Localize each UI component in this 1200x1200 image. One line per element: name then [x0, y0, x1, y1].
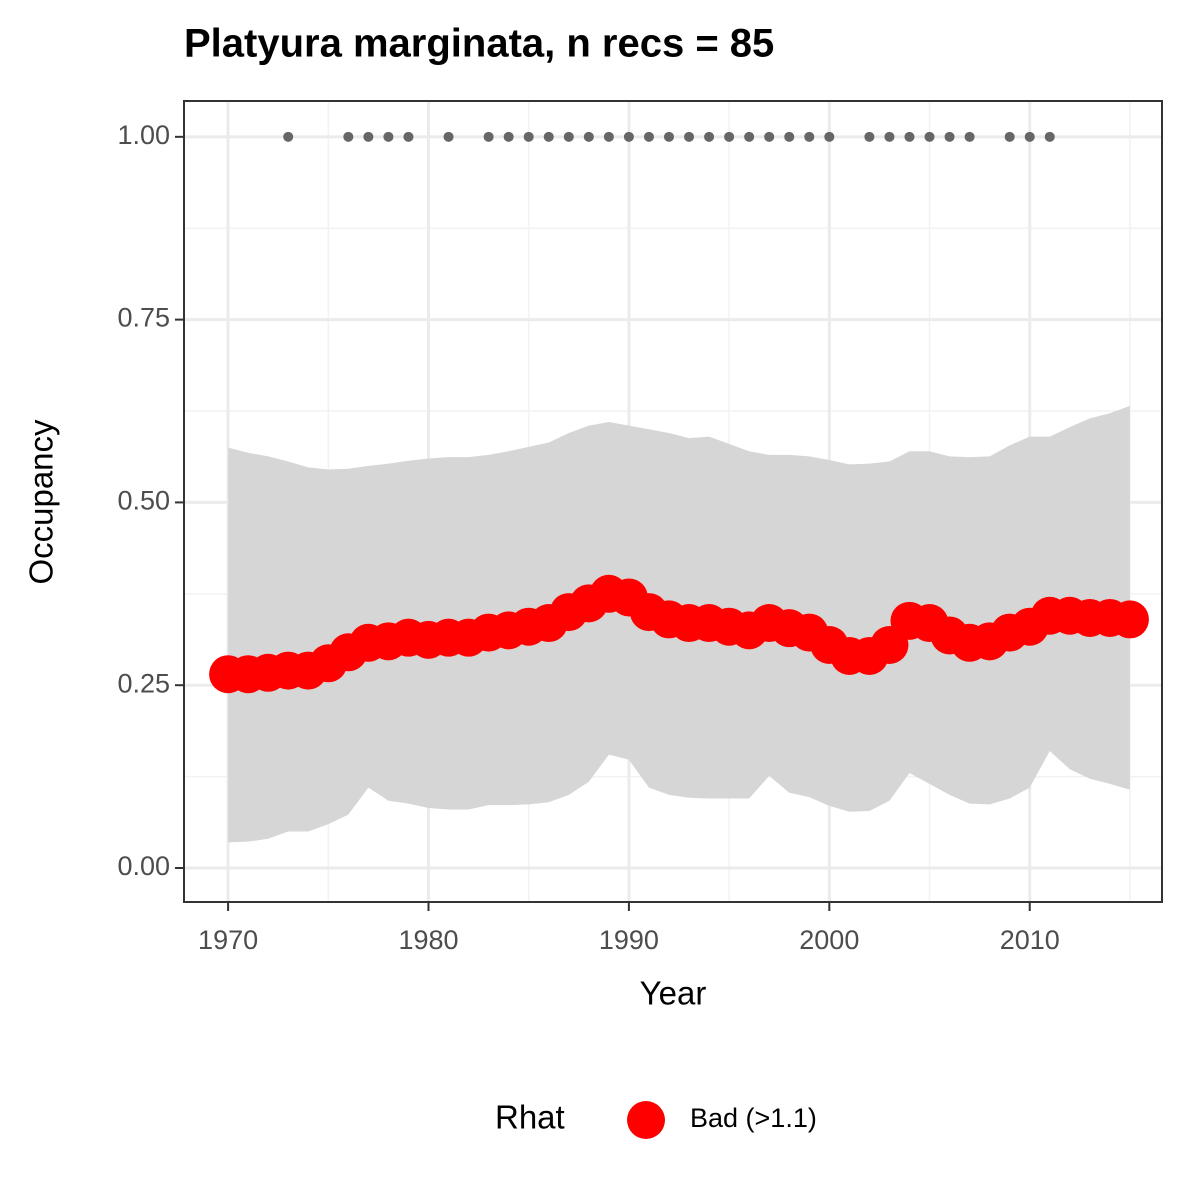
record-point [704, 131, 715, 142]
record-point [663, 131, 674, 142]
y-axis-title: Occupancy [23, 419, 60, 585]
record-point [343, 131, 354, 142]
record-point [443, 131, 454, 142]
record-point [523, 131, 534, 142]
y-tick-label: 1.00 [117, 120, 170, 150]
record-point [603, 131, 614, 142]
record-point [864, 131, 875, 142]
legend-label: Bad (>1.1) [690, 1103, 817, 1133]
record-point [904, 131, 915, 142]
legend-marker [627, 1101, 665, 1139]
record-point [804, 131, 815, 142]
record-point [764, 131, 775, 142]
x-tick-label: 1990 [599, 925, 659, 955]
chart-title: Platyura marginata, n recs = 85 [184, 22, 774, 66]
record-point [724, 131, 735, 142]
record-point [884, 131, 895, 142]
x-tick-label: 1980 [398, 925, 458, 955]
record-point [643, 131, 654, 142]
record-point [403, 131, 414, 142]
x-tick-label: 1970 [198, 925, 258, 955]
record-point [623, 131, 634, 142]
record-point [483, 131, 494, 142]
record-point [283, 131, 294, 142]
record-point [744, 131, 755, 142]
record-point [944, 131, 955, 142]
legend-title: Rhat [495, 1099, 565, 1136]
record-point [824, 131, 835, 142]
record-point [1044, 131, 1055, 142]
y-tick-label: 0.50 [117, 486, 170, 516]
record-point [503, 131, 514, 142]
record-point [583, 131, 594, 142]
record-point [784, 131, 795, 142]
record-point [924, 131, 935, 142]
record-point [363, 131, 374, 142]
record-point [1004, 131, 1015, 142]
series-point [1110, 600, 1149, 639]
y-tick-label: 0.00 [117, 851, 170, 881]
x-axis-title: Year [640, 975, 707, 1012]
record-point [964, 131, 975, 142]
record-point [1024, 131, 1035, 142]
x-tick-label: 2010 [1000, 925, 1060, 955]
record-point [543, 131, 554, 142]
record-point [563, 131, 574, 142]
record-point [383, 131, 394, 142]
record-point [684, 131, 695, 142]
y-tick-label: 0.75 [117, 303, 170, 333]
y-tick-label: 0.25 [117, 668, 170, 698]
x-tick-label: 2000 [799, 925, 859, 955]
